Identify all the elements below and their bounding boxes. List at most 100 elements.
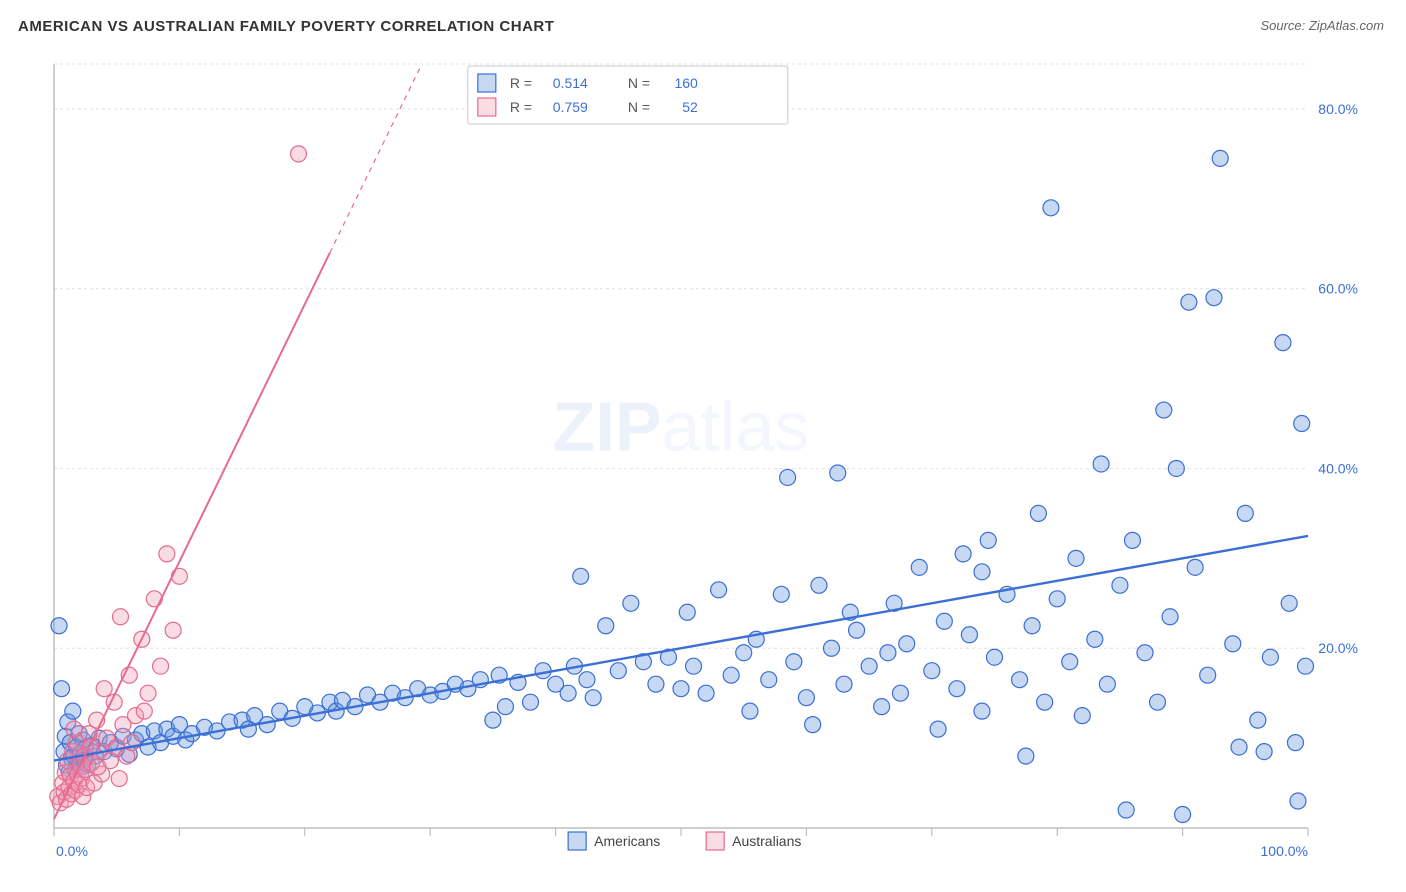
data-point: [723, 667, 739, 683]
data-point: [1068, 550, 1084, 566]
legend-n-label: N =: [628, 75, 650, 91]
scatter-plot: 20.0% 40.0% 60.0% 80.0% 0.0% 100.0% ZIPatlas R …: [48, 50, 1378, 870]
data-point: [146, 591, 162, 607]
data-point: [924, 663, 940, 679]
data-point: [96, 681, 112, 697]
data-point: [673, 681, 689, 697]
data-point: [949, 681, 965, 697]
data-point: [780, 469, 796, 485]
data-point: [686, 658, 702, 674]
legend-r-label: R =: [510, 99, 532, 115]
data-point: [1037, 694, 1053, 710]
data-point: [291, 146, 307, 162]
data-point: [1030, 505, 1046, 521]
data-point: [823, 640, 839, 656]
data-point: [1156, 402, 1172, 418]
y-tick-label: 60.0%: [1318, 281, 1358, 297]
data-point: [1012, 672, 1028, 688]
data-point: [90, 759, 106, 775]
data-point: [54, 681, 70, 697]
data-point: [1093, 456, 1109, 472]
data-point: [911, 559, 927, 575]
data-point: [165, 622, 181, 638]
y-tick-label: 80.0%: [1318, 101, 1358, 117]
data-point: [1281, 595, 1297, 611]
data-point: [1297, 658, 1313, 674]
data-point: [136, 703, 152, 719]
data-point: [773, 586, 789, 602]
data-point: [159, 546, 175, 562]
data-point: [1118, 802, 1134, 818]
data-point: [1290, 793, 1306, 809]
data-point: [880, 645, 896, 661]
data-point: [560, 685, 576, 701]
legend-series-label: Americans: [594, 833, 660, 849]
data-point: [1043, 200, 1059, 216]
data-point: [930, 721, 946, 737]
data-point: [111, 771, 127, 787]
data-point: [830, 465, 846, 481]
watermark: ZIPatlas: [553, 387, 810, 465]
data-point: [1150, 694, 1166, 710]
data-point: [892, 685, 908, 701]
legend-r-label: R =: [510, 75, 532, 91]
data-point: [805, 717, 821, 733]
legend-n-value: 52: [682, 99, 698, 115]
data-point: [811, 577, 827, 593]
data-point: [786, 654, 802, 670]
data-point: [1212, 150, 1228, 166]
data-point: [51, 618, 67, 634]
data-point: [259, 717, 275, 733]
data-point: [648, 676, 664, 692]
data-point: [874, 699, 890, 715]
data-point: [1074, 708, 1090, 724]
data-point: [974, 564, 990, 580]
data-point: [698, 685, 714, 701]
data-point: [66, 721, 82, 737]
chart-title: AMERICAN VS AUSTRALIAN FAMILY POVERTY CO…: [18, 18, 554, 35]
data-point: [849, 622, 865, 638]
data-point: [1181, 294, 1197, 310]
series-americans: [51, 150, 1313, 822]
data-point: [1124, 532, 1140, 548]
data-point: [974, 703, 990, 719]
data-point: [955, 546, 971, 562]
data-point: [736, 645, 752, 661]
data-point: [899, 636, 915, 652]
data-point: [761, 672, 777, 688]
data-point: [1275, 335, 1291, 351]
data-point: [961, 627, 977, 643]
data-point: [1024, 618, 1040, 634]
data-point: [1250, 712, 1266, 728]
data-point: [579, 672, 595, 688]
data-point: [585, 690, 601, 706]
data-point: [980, 532, 996, 548]
data-point: [1018, 748, 1034, 764]
data-point: [1237, 505, 1253, 521]
legend-series-label: Australians: [732, 833, 801, 849]
data-point: [1206, 290, 1222, 306]
data-point: [523, 694, 539, 710]
legend-n-value: 160: [674, 75, 698, 91]
y-tick-label: 20.0%: [1318, 640, 1358, 656]
data-point: [1225, 636, 1241, 652]
legend-swatch: [568, 832, 586, 850]
data-point: [861, 658, 877, 674]
data-point: [1294, 416, 1310, 432]
data-point: [987, 649, 1003, 665]
data-point: [623, 595, 639, 611]
x-tick-label: 0.0%: [56, 843, 88, 859]
x-tick-label: 100.0%: [1261, 843, 1308, 859]
chart-source: Source: ZipAtlas.com: [1260, 18, 1384, 33]
data-point: [1062, 654, 1078, 670]
data-point: [140, 685, 156, 701]
y-tick-label: 40.0%: [1318, 460, 1358, 476]
data-point: [112, 609, 128, 625]
data-point: [1137, 645, 1153, 661]
data-point: [1162, 609, 1178, 625]
data-point: [1112, 577, 1128, 593]
data-point: [742, 703, 758, 719]
legend-r-value: 0.759: [553, 99, 588, 115]
data-point: [535, 663, 551, 679]
data-point: [711, 582, 727, 598]
